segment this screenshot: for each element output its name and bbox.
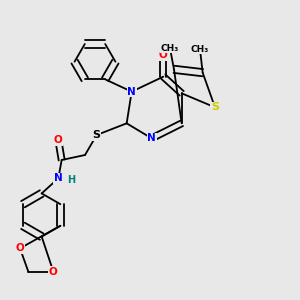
- Text: O: O: [16, 243, 24, 253]
- Text: S: S: [211, 102, 219, 112]
- Text: CH₃: CH₃: [161, 44, 179, 53]
- Text: H: H: [68, 175, 76, 185]
- Text: O: O: [159, 50, 168, 60]
- Text: N: N: [54, 173, 63, 183]
- Text: O: O: [49, 267, 58, 277]
- Text: O: O: [54, 135, 63, 145]
- Text: S: S: [93, 130, 101, 140]
- Text: N: N: [127, 87, 136, 97]
- Text: CH₃: CH₃: [191, 45, 209, 54]
- Text: N: N: [147, 133, 156, 143]
